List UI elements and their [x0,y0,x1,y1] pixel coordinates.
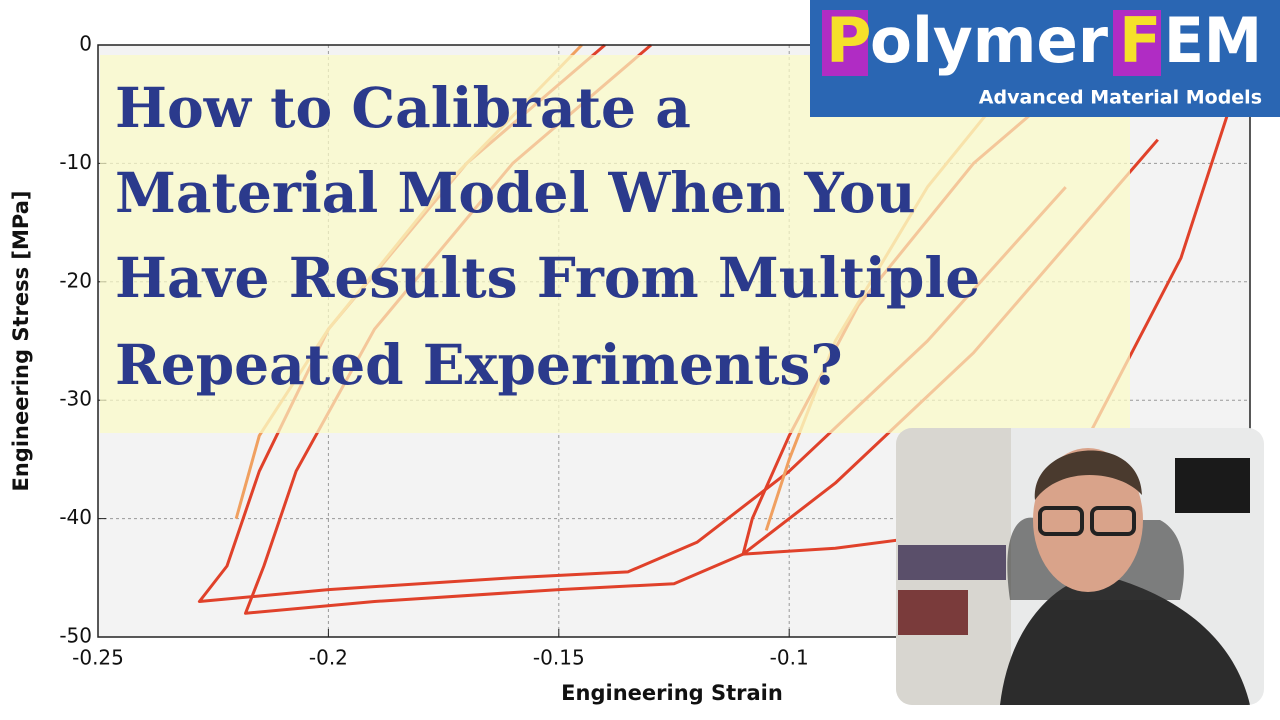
title-line: Have Results From Multiple [115,245,980,310]
y-tick-label: -30 [59,387,92,411]
person-hair [1034,450,1142,500]
logo: P olymer F EM Advanced Material Models [810,0,1280,117]
person-body [1000,580,1250,705]
x-axis-label: Engineering Strain [561,681,783,705]
monitor [1175,458,1250,513]
glasses [1090,506,1136,536]
title-line: Material Model When You [115,160,916,225]
logo-word: EM [1164,4,1262,77]
y-tick-label: -50 [59,624,92,648]
y-tick-label: -10 [59,150,92,174]
y-tick-label: -20 [59,268,92,292]
person-head [1033,448,1143,592]
x-tick-label: -0.2 [309,646,348,670]
y-tick-label: -40 [59,505,92,529]
logo-letter: P [826,4,871,77]
logo-word: olymer [870,4,1108,77]
logo-letter: F [1119,4,1161,77]
y-tick-label: 0 [79,32,92,56]
title-line: Repeated Experiments? [115,332,843,397]
x-tick-label: -0.25 [72,646,124,670]
x-tick-label: -0.1 [770,646,809,670]
books [898,590,968,635]
books [898,545,1006,580]
title-backdrop [100,55,1130,433]
webcam [896,428,1264,705]
glasses [1038,506,1084,536]
y-axis-label: Engineering Stress [MPa] [9,191,33,492]
title-line: How to Calibrate a [115,75,691,140]
logo-tagline: Advanced Material Models [979,87,1262,109]
logo-background [810,0,1280,117]
plot-frame [97,44,1251,638]
logo-letter-box [822,10,868,76]
logo-letter-box [1113,10,1161,76]
x-tick-label: -0.15 [533,646,585,670]
